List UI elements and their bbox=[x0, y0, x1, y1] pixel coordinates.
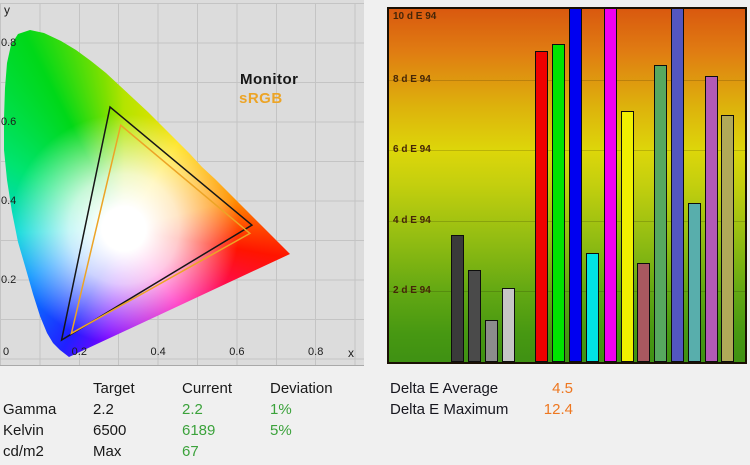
target-value: 2.2 bbox=[93, 401, 114, 418]
row-label: Gamma bbox=[3, 401, 57, 418]
delta-e-gridline bbox=[389, 291, 745, 293]
deviation-value: 5% bbox=[270, 422, 292, 439]
target-value: Max bbox=[93, 443, 122, 460]
calibration-table: Target Current Deviation Gamma 2.2 2.2 1% Kelvi… bbox=[3, 380, 348, 464]
delta-e-bar-magenta bbox=[604, 9, 617, 362]
cie-y-tick: 0.2 bbox=[1, 274, 17, 286]
delta-e-plot-area: 10 d E 94 8 d E 94 6 d E 94 4 d E 94 2 d E 9… bbox=[389, 9, 745, 362]
cie-x-tick: 0.8 bbox=[308, 346, 324, 358]
delta-e-summary: Delta E Average 4.5 Delta E Maximum 12.4 bbox=[390, 380, 573, 422]
delta-e-bar-rose-brown bbox=[637, 263, 650, 362]
table-header: Deviation bbox=[270, 380, 333, 397]
cie-y-tick: 0.8 bbox=[1, 37, 17, 49]
monitor-gamut-triangle bbox=[60, 105, 254, 342]
delta-e-bar-gray-50 bbox=[485, 319, 498, 362]
cie-x-tick: 0.2 bbox=[71, 346, 87, 358]
delta-e-gridline bbox=[389, 220, 745, 222]
delta-e-gridline bbox=[389, 150, 745, 152]
current-value: 2.2 bbox=[182, 401, 203, 418]
delta-e-bar-green bbox=[552, 44, 565, 362]
delta-e-bar-sea-green bbox=[654, 65, 667, 362]
delta-e-bar-gray-dark bbox=[451, 234, 464, 362]
current-value: 6189 bbox=[182, 422, 216, 439]
delta-e-summary-value: 12.4 bbox=[543, 401, 573, 418]
row-label: Kelvin bbox=[3, 422, 44, 439]
cie-x-tick: 0.4 bbox=[150, 346, 166, 358]
delta-e-axis-label: 8 d E 94 bbox=[393, 73, 431, 85]
srgb-gamut-triangle bbox=[70, 123, 252, 335]
delta-e-bar-blue bbox=[569, 9, 582, 362]
cie-y-tick: 0.6 bbox=[1, 116, 17, 128]
delta-e-gridline bbox=[389, 79, 745, 81]
table-header bbox=[3, 380, 93, 401]
delta-e-bar-yellow bbox=[621, 111, 634, 362]
delta-e-bar-slate-blue bbox=[671, 9, 684, 362]
delta-e-bar-gray-70 bbox=[468, 270, 481, 362]
table-header: Current bbox=[182, 380, 233, 397]
delta-e-bar-dark-khaki bbox=[721, 114, 734, 362]
delta-e-bar-orchid bbox=[705, 76, 718, 362]
delta-e-summary-label: Delta E Maximum bbox=[390, 401, 509, 418]
delta-e-chart: 10 d E 94 8 d E 94 6 d E 94 4 d E 94 2 d E 9… bbox=[387, 7, 747, 364]
delta-e-bar-cyan bbox=[586, 252, 599, 362]
current-value: 67 bbox=[182, 443, 199, 460]
cie-y-axis-letter: y bbox=[4, 3, 10, 17]
legend-monitor: Monitor bbox=[240, 71, 299, 88]
legend-srgb: sRGB bbox=[239, 90, 283, 107]
deviation-value: 1% bbox=[270, 401, 292, 418]
cie-diagram: y x 0 0.2 0.4 0.6 0.8 0.8 0.6 0.4 0.2 Monitor sR… bbox=[0, 0, 364, 366]
delta-e-bar-gray-25 bbox=[502, 287, 515, 362]
delta-e-bar-teal bbox=[688, 203, 701, 362]
delta-e-summary-row: Delta E Maximum 12.4 bbox=[390, 401, 573, 422]
row-label: cd/m2 bbox=[3, 443, 44, 460]
delta-e-axis-label: 6 d E 94 bbox=[393, 144, 431, 156]
cie-y-tick: 0.4 bbox=[1, 195, 17, 207]
delta-e-axis-label: 10 d E 94 bbox=[393, 11, 437, 22]
delta-e-axis-label: 4 d E 94 bbox=[393, 214, 431, 226]
deviation-value bbox=[270, 443, 348, 464]
delta-e-summary-label: Delta E Average bbox=[390, 380, 499, 397]
delta-e-axis-label: 2 d E 94 bbox=[393, 285, 431, 297]
gamut-triangles bbox=[60, 105, 254, 342]
table-header: Target bbox=[93, 380, 135, 397]
cie-x-tick: 0.6 bbox=[229, 346, 245, 358]
cie-x-tick: 0 bbox=[2, 346, 10, 358]
cie-x-axis-letter: x bbox=[348, 346, 354, 360]
target-value: 6500 bbox=[93, 422, 127, 439]
delta-e-summary-value: 4.5 bbox=[552, 380, 573, 397]
delta-e-bar-red bbox=[535, 51, 548, 362]
delta-e-summary-row: Delta E Average 4.5 bbox=[390, 380, 573, 401]
